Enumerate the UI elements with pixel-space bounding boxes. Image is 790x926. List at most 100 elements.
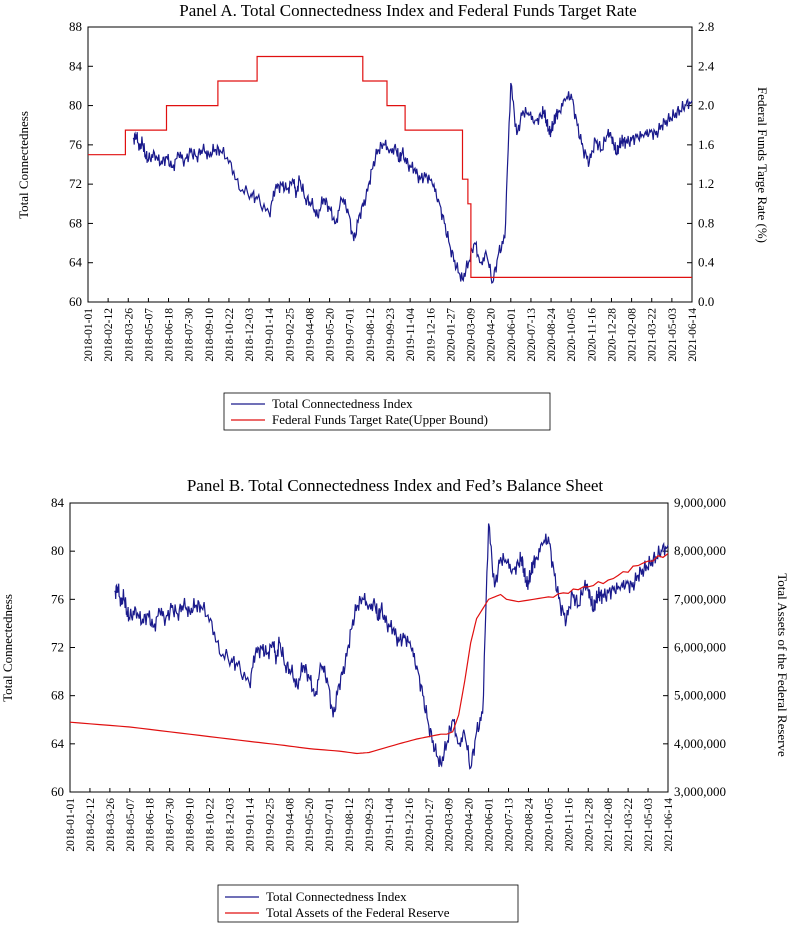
B-left-tick-label: 64 xyxy=(51,736,65,751)
A-x-tick-label: 2018-07-30 xyxy=(184,308,196,362)
B-series-red-line xyxy=(69,553,669,755)
B-x-tick-label: 2020-08-24 xyxy=(523,798,535,852)
panel-a-right-axis-label: Federal Funds Targe Rate (%) xyxy=(755,87,770,243)
A-x-tick-label: 2018-03-26 xyxy=(123,308,135,362)
B-x-tick-label: 2020-06-01 xyxy=(484,798,496,852)
B-left-tick-label: 76 xyxy=(51,591,65,606)
panel-a-legend-fed-label: Federal Funds Target Rate(Upper Bound) xyxy=(272,412,488,427)
A-x-tick-label: 2020-04-20 xyxy=(486,308,498,362)
B-series-tci-line xyxy=(114,523,669,770)
panel-b-right-axis-label: Total Assets of the Federal Reserve xyxy=(775,573,790,757)
B-x-tick-label: 2019-05-20 xyxy=(304,798,316,852)
A-x-tick-label: 2018-12-03 xyxy=(244,308,256,362)
A-right-tick-label: 0.4 xyxy=(698,255,715,270)
A-x-tick-label: 2020-10-05 xyxy=(566,308,578,362)
panel-b-legend xyxy=(217,884,519,923)
B-x-tick-label: 2021-06-14 xyxy=(663,798,675,852)
A-x-tick-label: 2019-05-20 xyxy=(325,308,337,362)
A-x-tick-label: 2020-03-09 xyxy=(466,308,478,362)
B-x-tick-label: 2019-12-16 xyxy=(404,798,416,852)
A-x-tick-label: 2021-05-03 xyxy=(667,308,679,362)
B-x-tick-label: 2019-02-25 xyxy=(264,798,276,852)
A-x-tick-label: 2019-12-16 xyxy=(425,308,437,362)
panel-b: Panel B. Total Connectedness Index and F… xyxy=(0,476,790,923)
B-x-tick-label: 2018-07-30 xyxy=(165,798,177,852)
A-x-tick-label: 2021-03-22 xyxy=(647,308,659,362)
A-series-tci-line xyxy=(132,82,693,284)
A-x-tick-label: 2020-11-16 xyxy=(586,308,598,361)
A-x-tick-label: 2020-07-13 xyxy=(526,308,538,362)
panel-a-legend-tci-label: Total Connectedness Index xyxy=(272,396,413,411)
B-right-tick-label: 8,000,000 xyxy=(674,543,726,558)
B-x-tick-label: 2018-09-10 xyxy=(185,798,197,852)
A-x-tick-label: 2019-09-23 xyxy=(385,308,397,362)
B-x-tick-label: 2019-08-12 xyxy=(344,798,356,852)
B-x-tick-label: 2020-07-13 xyxy=(504,798,516,852)
B-right-tick-label: 7,000,000 xyxy=(674,591,726,606)
A-right-tick-label: 0.0 xyxy=(698,294,714,309)
A-left-tick-label: 68 xyxy=(69,215,82,230)
A-x-tick-label: 2020-08-24 xyxy=(546,308,558,362)
B-x-tick-label: 2018-12-03 xyxy=(224,798,236,852)
A-left-tick-label: 72 xyxy=(69,176,82,191)
panel-a-legend xyxy=(223,392,551,431)
B-left-tick-label: 72 xyxy=(51,640,64,655)
A-x-tick-label: 2018-02-12 xyxy=(103,308,115,362)
B-x-tick-label: 2019-04-08 xyxy=(284,798,296,852)
A-x-tick-label: 2018-10-22 xyxy=(224,308,236,362)
B-x-tick-label: 2020-03-09 xyxy=(444,798,456,852)
A-x-tick-label: 2018-05-07 xyxy=(143,308,155,362)
A-left-tick-label: 76 xyxy=(69,137,83,152)
A-x-tick-label: 2019-11-04 xyxy=(405,308,417,361)
A-right-tick-label: 1.2 xyxy=(698,176,714,191)
A-x-tick-label: 2021-06-14 xyxy=(687,308,699,362)
A-left-tick-label: 80 xyxy=(69,98,82,113)
panel-b-left-axis-label: Total Connectedness xyxy=(0,594,15,702)
B-x-tick-label: 2020-04-20 xyxy=(464,798,476,852)
A-x-tick-label: 2018-06-18 xyxy=(164,308,176,362)
A-right-tick-label: 2.0 xyxy=(698,98,714,113)
panel-a-title: Panel A. Total Connectedness Index and F… xyxy=(179,1,636,20)
panel-a-plot-area xyxy=(87,26,693,303)
B-x-tick-label: 2018-05-07 xyxy=(125,798,137,852)
panel-a: Panel A. Total Connectedness Index and F… xyxy=(16,1,770,431)
A-x-tick-label: 2019-04-08 xyxy=(304,308,316,362)
B-x-tick-label: 2021-03-22 xyxy=(623,798,635,852)
A-right-tick-label: 0.8 xyxy=(698,215,714,230)
B-x-tick-label: 2018-02-12 xyxy=(85,798,97,852)
B-left-tick-label: 80 xyxy=(51,543,64,558)
panel-a-left-axis-label: Total Connectedness xyxy=(16,111,31,219)
B-x-tick-label: 2018-03-26 xyxy=(105,798,117,852)
B-right-tick-label: 6,000,000 xyxy=(674,640,726,655)
B-right-tick-label: 9,000,000 xyxy=(674,495,726,510)
A-right-tick-label: 2.8 xyxy=(698,19,714,34)
A-x-tick-label: 2019-01-14 xyxy=(264,308,276,362)
B-x-tick-label: 2021-05-03 xyxy=(643,798,655,852)
A-x-tick-label: 2020-12-28 xyxy=(606,308,618,362)
B-x-tick-label: 2019-11-04 xyxy=(384,798,396,851)
B-x-tick-label: 2019-07-01 xyxy=(324,798,336,852)
B-x-tick-label: 2021-02-08 xyxy=(603,798,615,852)
panel-b-legend-assets-label: Total Assets of the Federal Reserve xyxy=(266,905,450,920)
B-x-tick-label: 2018-06-18 xyxy=(145,798,157,852)
A-right-tick-label: 1.6 xyxy=(698,137,715,152)
A-left-tick-label: 88 xyxy=(69,19,82,34)
A-x-tick-label: 2018-09-10 xyxy=(204,308,216,362)
B-x-tick-label: 2018-01-01 xyxy=(65,798,77,852)
A-right-tick-label: 2.4 xyxy=(698,58,715,73)
B-x-tick-label: 2019-09-23 xyxy=(364,798,376,852)
A-left-tick-label: 60 xyxy=(69,294,82,309)
B-x-tick-label: 2020-12-28 xyxy=(583,798,595,852)
A-x-tick-label: 2019-08-12 xyxy=(365,308,377,362)
B-x-tick-label: 2018-10-22 xyxy=(205,798,217,852)
B-x-tick-label: 2020-10-05 xyxy=(543,798,555,852)
B-right-tick-label: 4,000,000 xyxy=(674,736,726,751)
panel-b-plot-area xyxy=(69,502,669,793)
B-x-tick-label: 2019-01-14 xyxy=(244,798,256,852)
B-x-tick-label: 2020-01-27 xyxy=(424,798,436,852)
A-x-tick-label: 2020-01-27 xyxy=(445,308,457,362)
B-left-tick-label: 60 xyxy=(51,784,64,799)
A-x-tick-label: 2018-01-01 xyxy=(83,308,95,362)
panel-b-legend-tci-label: Total Connectedness Index xyxy=(266,889,407,904)
